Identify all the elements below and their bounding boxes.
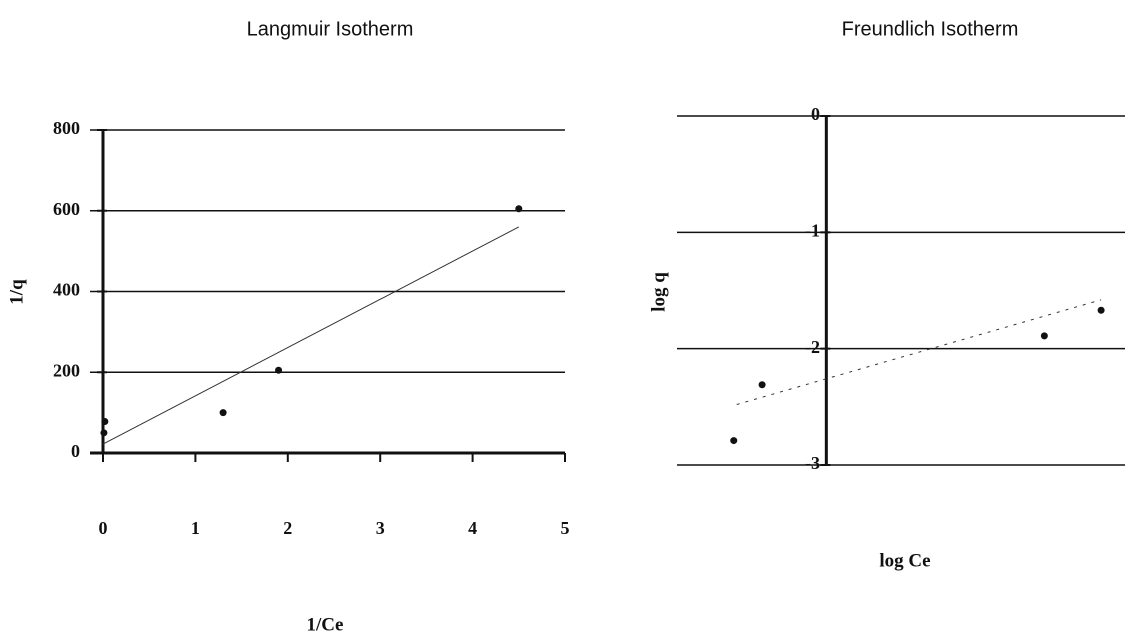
y-tick-label: 0 (811, 104, 820, 124)
point (1040, 332, 1048, 340)
point (219, 409, 227, 417)
chart-title: Langmuir Isotherm (247, 18, 414, 40)
x-tick-label: 1 (191, 518, 200, 538)
x-axis-label: 1/Ce (307, 614, 344, 635)
y-axis-label: log q (648, 272, 669, 312)
y-axis-label: 1/q (6, 279, 27, 305)
trendline (736, 299, 1102, 405)
point (275, 366, 283, 374)
point (730, 437, 738, 445)
x-tick-label: 4 (468, 518, 477, 538)
y-tick-label: 0 (71, 441, 80, 461)
y-tick-label: 800 (53, 118, 80, 138)
point (1097, 306, 1105, 314)
x-axis-label: log Ce (879, 550, 930, 571)
trendline (102, 226, 520, 445)
y-tick-label: 400 (53, 280, 80, 300)
point (758, 381, 766, 389)
y-tick-label: 600 (53, 199, 80, 219)
y-tick-label: -2 (805, 337, 820, 357)
point (515, 205, 523, 213)
y-tick-label: -1 (805, 220, 820, 240)
x-tick-label: 5 (561, 518, 570, 538)
chart-title: Freundlich Isotherm (842, 18, 1019, 40)
point (101, 418, 109, 426)
x-tick-label: 0 (99, 518, 108, 538)
y-tick-label: -3 (805, 453, 820, 473)
x-tick-label: 3 (376, 518, 385, 538)
point (100, 429, 108, 437)
x-tick-label: 2 (283, 518, 292, 538)
y-tick-label: 200 (53, 360, 80, 380)
